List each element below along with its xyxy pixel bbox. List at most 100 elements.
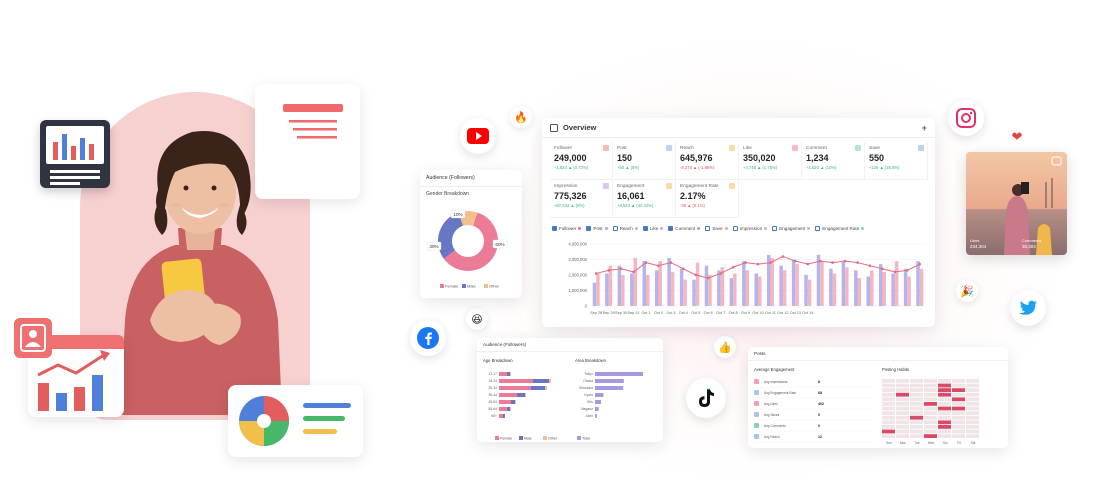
- heatmap-cell: [938, 425, 951, 429]
- metric-card[interactable]: Save 550 +226 ▲ (25.8%): [865, 142, 928, 180]
- y-tick-label: 3,000,000: [568, 257, 587, 262]
- instagram-icon[interactable]: [948, 100, 984, 136]
- checkbox-icon[interactable]: [705, 226, 711, 231]
- twitter-icon[interactable]: [1010, 290, 1046, 326]
- metric-card[interactable]: Post 150 +50 ▲ (5%): [613, 142, 676, 180]
- x-tick-label: Sep 30: [615, 311, 627, 315]
- heatmap-cell: [966, 383, 979, 388]
- age-label: 13-17: [488, 372, 497, 376]
- metric-card[interactable]: Like 350,020 +4,748 ▲ (1.75%): [739, 142, 802, 180]
- series-color-dot: [660, 227, 664, 230]
- photo-likes-label: Likes: [970, 238, 979, 243]
- heatmap-cell: [896, 392, 909, 397]
- area-bar: [595, 393, 604, 397]
- filter-checkbox[interactable]: Engagement Rate: [815, 226, 866, 231]
- metric-value: 645,976: [680, 153, 713, 163]
- checkbox-icon[interactable]: [552, 226, 557, 231]
- age-label: 18-24: [488, 379, 497, 383]
- plus-icon[interactable]: +: [921, 122, 927, 133]
- legend-swatch: [543, 436, 547, 440]
- tiktok-icon[interactable]: [686, 378, 726, 418]
- bar: [621, 275, 625, 306]
- bar: [642, 261, 646, 306]
- bar: [766, 254, 771, 306]
- legend-swatch: [440, 284, 444, 288]
- x-tick-label: Oct 12: [777, 311, 788, 315]
- filter-checkbox[interactable]: Like: [642, 226, 665, 231]
- metric-card[interactable]: Engagement 16,061 +8,523 ▲ (40.42%): [613, 180, 676, 218]
- line-point: [644, 261, 648, 264]
- heatmap-cell: [924, 406, 937, 411]
- line-point: [632, 270, 635, 274]
- checkbox-icon[interactable]: [612, 226, 618, 231]
- photo-comments-label: Comments: [1022, 238, 1041, 243]
- row-label: Avg Impressions: [764, 380, 788, 384]
- youtube-icon[interactable]: [460, 118, 496, 154]
- filter-checkbox[interactable]: Follower: [552, 226, 583, 231]
- party-emoji-icon: 🎉: [956, 280, 978, 302]
- legend-label: Other: [548, 437, 558, 441]
- metric-label: Comment: [806, 146, 827, 151]
- row-icon: [754, 423, 759, 428]
- bar: [654, 270, 659, 306]
- bar: [919, 268, 924, 306]
- checkbox-icon[interactable]: [668, 226, 674, 231]
- bar: [742, 261, 746, 306]
- filter-checkbox[interactable]: Comment: [668, 226, 702, 231]
- heatmap-cell: [966, 425, 979, 429]
- metric-card[interactable]: Engagement Rate 2.17% -36 ▲ (0.1%): [676, 180, 739, 218]
- x-tick-label: Oct 4: [679, 311, 688, 315]
- instagram-post-photo[interactable]: Likes 234,304 Comments 30,304: [966, 152, 1067, 255]
- metric-value: 550: [869, 153, 885, 163]
- audience-title: Audience (Followers): [420, 170, 522, 187]
- age-bar-segment: [549, 379, 551, 383]
- area-label: Osaka: [583, 379, 593, 383]
- line-point: [744, 261, 747, 264]
- filter-label: Save: [712, 226, 723, 231]
- photo-likes-value: 234,304: [970, 244, 987, 249]
- filter-checkbox[interactable]: Impression: [732, 226, 769, 231]
- metric-card[interactable]: Reach 645,976 -8,274 ▲ (-1.98%): [676, 142, 739, 180]
- heatmap-cell: [910, 420, 923, 425]
- heatmap-cell: [952, 392, 965, 397]
- heatmap-cell: [882, 388, 895, 392]
- heatmap-cell: [882, 379, 895, 383]
- filter-checkbox[interactable]: Reach: [612, 226, 640, 231]
- user-icon: [20, 324, 46, 352]
- metric-label: Like: [743, 146, 752, 151]
- row-icon: [754, 379, 759, 384]
- metric-card[interactable]: Comment 1,234 +1,820 ▲ (10%): [802, 142, 865, 180]
- filter-checkbox[interactable]: Save: [705, 226, 729, 231]
- heatmap-cell: [910, 383, 923, 388]
- heatmap-cell: [924, 420, 937, 425]
- bar: [804, 275, 808, 306]
- bar: [832, 273, 837, 306]
- checkbox-icon[interactable]: [815, 226, 821, 231]
- bar: [916, 261, 920, 306]
- checkbox-icon[interactable]: [642, 226, 648, 231]
- area-label: Nagano: [581, 407, 593, 411]
- heatmap-cell: [924, 411, 937, 415]
- metric-value: 16,061: [617, 191, 645, 201]
- day-label: Sun: [886, 441, 892, 445]
- slice-label: 10%: [453, 212, 462, 217]
- posts-card: Posts Average Engagement Posting Habits Av…: [748, 347, 1008, 448]
- bar: [891, 273, 895, 306]
- checkbox-icon[interactable]: [772, 226, 778, 231]
- heatmap-cell: [924, 383, 937, 388]
- checkbox-icon[interactable]: [586, 226, 592, 231]
- facebook-icon[interactable]: [410, 320, 446, 356]
- row-value: 12: [818, 435, 822, 439]
- heatmap-cell: [882, 397, 895, 402]
- filter-checkbox[interactable]: Post: [586, 226, 609, 231]
- sunset-beach-photo: Likes 234,304 Comments 30,304: [966, 152, 1067, 255]
- age-bar-segment: [545, 386, 547, 390]
- filter-checkbox[interactable]: Engagement: [772, 226, 812, 231]
- heatmap-cell: [924, 379, 937, 383]
- heatmap-cell: [938, 397, 951, 402]
- metric-card[interactable]: Follower 249,000 +1,824 ▲ (0.73%): [550, 142, 613, 180]
- metric-card[interactable]: Impression 775,326 +67,534 ▲ (9%): [550, 180, 613, 218]
- heatmap-cell: [938, 392, 951, 397]
- x-tick-label: Oct 1: [641, 311, 650, 315]
- checkbox-icon[interactable]: [732, 226, 738, 231]
